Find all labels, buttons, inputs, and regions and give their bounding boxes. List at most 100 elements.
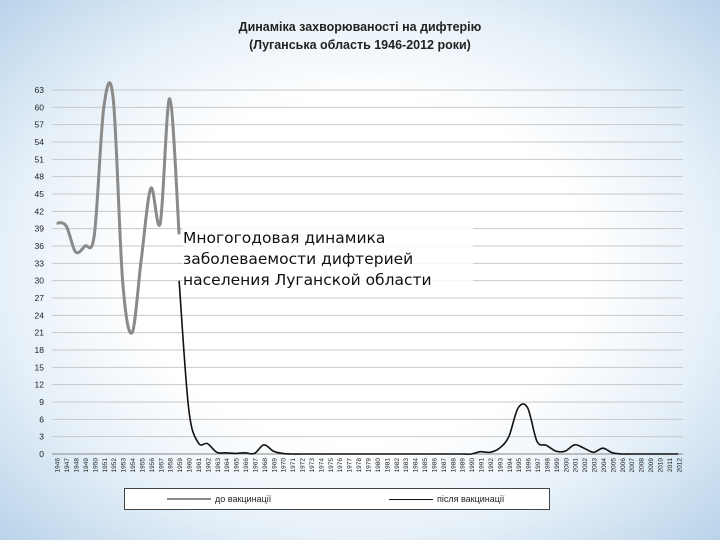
x-tick-label: 1992 — [488, 458, 495, 473]
y-tick-label: 27 — [35, 293, 45, 303]
x-tick-label: 1949 — [83, 458, 90, 473]
x-tick-label: 1957 — [158, 458, 165, 473]
x-tick-label: 1971 — [290, 458, 297, 473]
x-tick-label: 1946 — [55, 458, 62, 473]
x-tick-label: 2004 — [601, 458, 608, 473]
x-tick-label: 2008 — [639, 458, 646, 473]
legend-label-series-1: до вакцинації — [215, 494, 272, 504]
x-tick-label: 1972 — [300, 458, 307, 473]
x-tick-label: 1960 — [187, 458, 194, 473]
x-tick-label: 1979 — [366, 458, 373, 473]
y-tick-label: 42 — [35, 206, 45, 216]
x-tick-label: 1970 — [281, 458, 288, 473]
y-tick-label: 60 — [35, 102, 45, 112]
y-tick-label: 3 — [39, 432, 44, 442]
x-tick-label: 2007 — [629, 458, 636, 473]
x-tick-label: 2012 — [676, 458, 683, 473]
x-tick-label: 1980 — [375, 458, 382, 473]
x-tick-label: 1982 — [394, 458, 401, 473]
x-tick-label: 1994 — [507, 458, 514, 473]
x-tick-label: 2003 — [592, 458, 599, 473]
y-tick-label: 30 — [35, 276, 45, 286]
x-tick-label: 1987 — [441, 458, 448, 473]
y-tick-label: 21 — [35, 328, 45, 338]
x-tick-label: 1997 — [535, 458, 542, 473]
legend-swatch-series-2 — [389, 498, 433, 500]
x-tick-label: 1981 — [384, 458, 391, 473]
x-tick-label: 1958 — [168, 458, 175, 473]
x-tick-label: 2006 — [620, 458, 627, 473]
x-tick-label: 1953 — [121, 458, 128, 473]
x-tick-label: 1976 — [337, 458, 344, 473]
x-tick-label: 1969 — [271, 458, 278, 473]
x-axis-ticks: 1946 1947 1948 1949 1950 1951 1952 1953 1954 1955… — [55, 458, 684, 473]
y-tick-label: 45 — [35, 189, 45, 199]
legend-label-series-2: після вакцинації — [437, 494, 505, 504]
y-tick-label: 33 — [35, 258, 45, 268]
x-tick-label: 1999 — [554, 458, 561, 473]
x-tick-label: 1986 — [431, 458, 438, 473]
x-tick-label: 1950 — [92, 458, 99, 473]
x-tick-label: 1947 — [64, 458, 71, 473]
x-tick-label: 1948 — [74, 458, 81, 473]
y-tick-label: 51 — [35, 154, 45, 164]
x-tick-label: 2001 — [573, 458, 580, 473]
series-line-1 — [56, 81, 181, 335]
x-tick-label: 1966 — [243, 458, 250, 473]
x-tick-label: 1978 — [356, 458, 363, 473]
y-tick-label: 48 — [35, 172, 45, 182]
y-tick-label: 15 — [35, 362, 45, 372]
x-tick-label: 1984 — [413, 458, 420, 473]
y-tick-label: 57 — [35, 120, 45, 130]
x-tick-label: 1961 — [196, 458, 203, 473]
x-tick-label: 1998 — [544, 458, 551, 473]
x-tick-label: 2009 — [648, 458, 655, 473]
x-tick-label: 1952 — [111, 458, 118, 473]
y-tick-label: 9 — [39, 397, 44, 407]
legend-item-series-1: до вакцинації — [167, 494, 271, 504]
x-tick-label: 1974 — [318, 458, 325, 473]
x-tick-label: 1988 — [450, 458, 457, 473]
chart-subtitle: (Луганська область 1946-2012 роки) — [249, 38, 471, 52]
x-tick-label: 1956 — [149, 458, 156, 473]
chart-title-block: Динаміка захворюваності на дифтерію (Луг… — [0, 18, 720, 54]
x-tick-label: 1954 — [130, 458, 137, 473]
x-tick-label: 1962 — [205, 458, 212, 473]
y-tick-label: 54 — [35, 137, 45, 147]
x-tick-label: 1977 — [347, 458, 354, 473]
y-tick-label: 0 — [39, 449, 44, 459]
series-lines — [56, 81, 679, 455]
y-tick-label: 18 — [35, 345, 45, 355]
x-tick-label: 1993 — [497, 458, 504, 473]
x-tick-label: 1985 — [422, 458, 429, 473]
x-tick-label: 1973 — [309, 458, 316, 473]
chart-title: Динаміка захворюваності на дифтерію — [238, 20, 482, 34]
x-tick-label: 1951 — [102, 458, 109, 473]
y-tick-label: 36 — [35, 241, 45, 251]
x-tick-label: 1975 — [328, 458, 335, 473]
x-tick-label: 2010 — [657, 458, 664, 473]
y-tick-label: 39 — [35, 224, 45, 234]
x-tick-label: 1967 — [252, 458, 259, 473]
y-tick-label: 6 — [39, 414, 44, 424]
legend-item-series-2: після вакцинації — [389, 494, 504, 504]
overlay-caption: Многогодовая динамика заболеваемости диф… — [183, 228, 473, 291]
x-tick-label: 2011 — [667, 458, 674, 472]
x-tick-label: 1968 — [262, 458, 269, 473]
x-tick-label: 1983 — [403, 458, 410, 473]
x-tick-label: 1991 — [479, 458, 486, 473]
legend-swatch-series-1 — [167, 498, 211, 500]
x-tick-label: 2005 — [610, 458, 617, 473]
x-tick-label: 1955 — [139, 458, 146, 473]
y-tick-label: 12 — [35, 380, 45, 390]
legend: до вакцинації після вакцинації — [124, 488, 550, 510]
x-tick-label: 1965 — [234, 458, 241, 473]
x-tick-label: 1959 — [177, 458, 184, 473]
y-tick-label: 24 — [35, 310, 45, 320]
y-tick-label: 63 — [35, 85, 45, 95]
x-tick-label: 2000 — [563, 458, 570, 473]
x-tick-label: 1990 — [469, 458, 476, 473]
x-tick-label: 1989 — [460, 458, 467, 473]
